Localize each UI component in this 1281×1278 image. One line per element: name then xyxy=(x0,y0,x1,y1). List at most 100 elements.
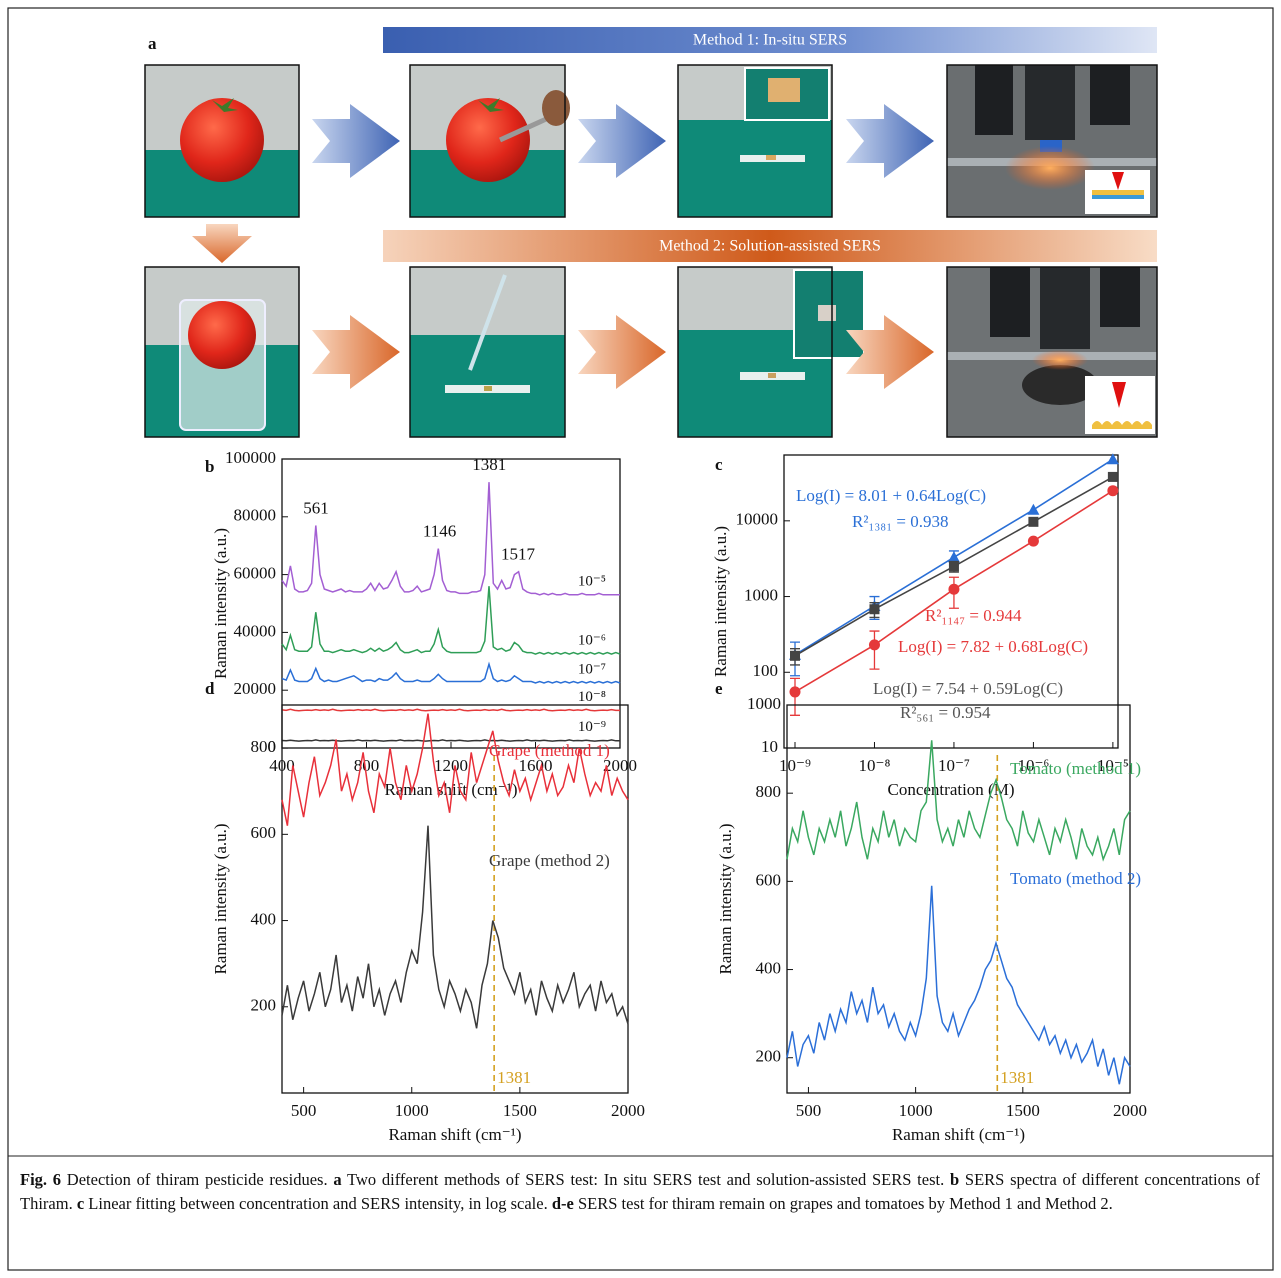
point xyxy=(949,561,959,571)
series-label: 10⁻⁵ xyxy=(578,573,606,589)
reference-label: 1381 xyxy=(497,1068,531,1087)
series-label: Grape (method 1) xyxy=(489,741,610,760)
photo xyxy=(947,65,1157,217)
y-tick-label: 400 xyxy=(756,958,782,977)
photo xyxy=(947,267,1157,437)
method-title: Method 1: In-situ SERS xyxy=(693,32,847,49)
y-tick-label: 100 xyxy=(753,661,779,680)
peak-label: 1517 xyxy=(501,545,536,564)
caption-bold: a xyxy=(333,1170,341,1189)
peak-label: 1146 xyxy=(423,521,456,540)
peak-label: 561 xyxy=(303,498,329,517)
point xyxy=(790,651,800,661)
annotation: R²₁₃₈₁ = 0.938 xyxy=(852,512,948,531)
y-tick-label: 400 xyxy=(251,909,277,928)
x-tick-label: 10⁻⁷ xyxy=(938,756,970,775)
spectrum-line xyxy=(282,586,620,654)
y-tick-label: 200 xyxy=(756,1047,782,1066)
y-tick-label: 80000 xyxy=(234,506,277,525)
series-label: 10⁻⁸ xyxy=(578,689,606,705)
photo xyxy=(145,267,299,437)
caption-text: Detection of thiram pesticide residues. xyxy=(61,1170,333,1189)
y-tick-label: 800 xyxy=(756,782,782,801)
annotation: Log(I) = 7.82 + 0.68Log(C) xyxy=(898,637,1088,656)
y-tick-label: 20000 xyxy=(234,679,277,698)
caption-text: Linear fitting between concentration and… xyxy=(84,1194,552,1213)
point xyxy=(1107,485,1118,496)
chart: e 500 1000 1500 2000 200 400 600 800 1000 Raman sh… xyxy=(715,679,1147,1144)
x-tick-label: 1500 xyxy=(503,1101,537,1120)
y-tick-label: 1000 xyxy=(744,585,778,604)
x-tick-label: 1200 xyxy=(434,756,468,775)
annotation: Log(I) = 7.54 + 0.59Log(C) xyxy=(873,679,1063,698)
point xyxy=(869,604,879,614)
x-tick-label: 10⁻⁹ xyxy=(779,756,811,775)
series-label: 10⁻⁷ xyxy=(578,661,606,677)
photo xyxy=(678,267,864,437)
y-axis-title: Raman intensity (a.u.) xyxy=(716,823,735,974)
figure: a Method 1: In-situ SERS Method 2: Solut… xyxy=(0,0,1281,1278)
chart: d 500 1000 1500 2000 200 400 600 800 Raman shift … xyxy=(205,679,645,1144)
arrow xyxy=(192,224,252,263)
point xyxy=(948,584,959,595)
reference-label: 1381 xyxy=(1000,1068,1034,1087)
spectrum-line xyxy=(787,886,1130,1084)
caption-bold: Fig. 6 xyxy=(20,1170,61,1189)
point xyxy=(1028,517,1038,527)
panel-label: b xyxy=(205,457,214,476)
arrow xyxy=(312,104,934,178)
x-axis-title: Raman shift (cm⁻¹) xyxy=(388,1125,521,1144)
point xyxy=(1108,472,1118,482)
method-title: Method 2: Solution-assisted SERS xyxy=(659,238,881,255)
photo xyxy=(145,65,299,217)
photo xyxy=(678,65,832,217)
y-tick-label: 600 xyxy=(756,870,782,889)
y-tick-label: 10000 xyxy=(736,510,779,529)
photo xyxy=(410,267,565,437)
page: a Method 1: In-situ SERS Method 2: Solut… xyxy=(0,0,1281,1278)
x-tick-label: 2000 xyxy=(611,1101,645,1120)
panel-label: a xyxy=(148,34,157,53)
series-label: 10⁻⁹ xyxy=(578,719,606,735)
spectrum-line xyxy=(282,709,620,710)
x-tick-label: 1000 xyxy=(395,1101,429,1120)
x-tick-label: 500 xyxy=(796,1101,822,1120)
series-label: Grape (method 2) xyxy=(489,851,610,870)
peak-label: 1381 xyxy=(472,455,506,474)
y-tick-label: 60000 xyxy=(234,564,277,583)
spectrum-line xyxy=(282,664,620,683)
x-tick-label: 500 xyxy=(291,1101,317,1120)
y-tick-label: 200 xyxy=(251,996,277,1015)
caption-bold: b xyxy=(950,1170,959,1189)
y-tick-label: 1000 xyxy=(747,694,781,713)
panel-label: d xyxy=(205,679,215,698)
x-tick-label: 2000 xyxy=(1113,1101,1147,1120)
caption: Fig. 6 Detection of thiram pesticide res… xyxy=(20,1168,1260,1216)
x-axis-title: Raman shift (cm⁻¹) xyxy=(892,1125,1025,1144)
spectrum-line xyxy=(282,714,628,826)
annotation: R²₅₆₁ = 0.954 xyxy=(900,703,991,722)
annotation: Log(I) = 8.01 + 0.64Log(C) xyxy=(796,486,986,505)
y-axis-title: Raman intensity (a.u.) xyxy=(211,823,230,974)
x-tick-label: 1000 xyxy=(899,1101,933,1120)
caption-text: SERS test for thiram remain on grapes an… xyxy=(574,1194,1113,1213)
photo xyxy=(410,65,570,217)
point xyxy=(948,551,960,562)
annotation: R²₁₁₄₇ = 0.944 xyxy=(925,606,1022,625)
y-tick-label: 100000 xyxy=(225,448,276,467)
series-label: Tomato (method 2) xyxy=(1010,869,1141,888)
y-tick-label: 600 xyxy=(251,823,277,842)
panel-label: c xyxy=(715,455,723,474)
y-axis-title: Raman intensity (a.u.) xyxy=(211,528,230,679)
x-tick-label: 1500 xyxy=(1006,1101,1040,1120)
x-tick-label: 10⁻⁸ xyxy=(859,756,891,775)
series-label: 10⁻⁶ xyxy=(578,633,606,649)
point xyxy=(1027,504,1039,515)
point xyxy=(869,639,880,650)
y-tick-label: 800 xyxy=(251,737,277,756)
panel-label: e xyxy=(715,679,723,698)
caption-text: Two different methods of SERS test: In s… xyxy=(342,1170,950,1189)
series-label: Tomato (method 1) xyxy=(1010,759,1141,778)
caption-bold: d-e xyxy=(552,1194,574,1213)
